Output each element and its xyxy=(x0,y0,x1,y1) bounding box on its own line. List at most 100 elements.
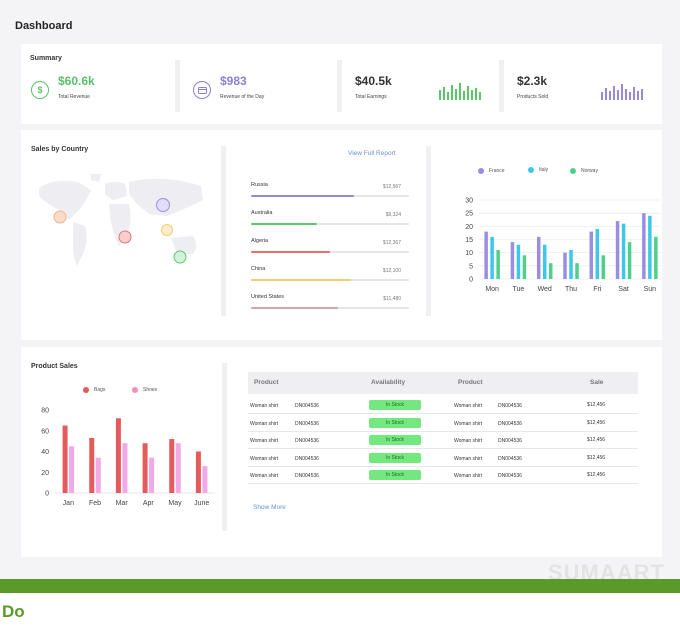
country-row-algeria[interactable]: Algeria $12,367 xyxy=(251,238,409,258)
bar-norway-sun[interactable] xyxy=(654,236,658,279)
progress-track xyxy=(251,223,409,225)
bar-france-thu[interactable] xyxy=(563,252,567,279)
country-row-australia[interactable]: Australia $9,324 xyxy=(251,210,409,230)
bar-shoes-apr[interactable] xyxy=(149,457,155,493)
bar-norway-thu[interactable] xyxy=(575,263,579,279)
bar-shoes-jan[interactable] xyxy=(69,446,75,493)
bar-italy-sat[interactable] xyxy=(621,223,626,279)
cell-code-2: DN004536 xyxy=(498,473,522,479)
cell-code: DN004536 xyxy=(295,420,319,427)
cell-product: Woman shirt xyxy=(250,473,278,479)
stat-total-earnings[interactable]: $40.5k Total Earnings xyxy=(355,70,503,110)
bar-shoes-june[interactable] xyxy=(202,466,208,493)
bar-italy-thu[interactable] xyxy=(569,250,573,279)
legend-norway[interactable]: Norway xyxy=(570,168,598,174)
cell-product: Woman shirt xyxy=(250,438,278,444)
table-row[interactable]: Woman shirt DN004536 In Stock Woman shirt DN… xyxy=(248,415,638,432)
country-value: $12,100 xyxy=(382,268,401,274)
cell-code-2: DN004536 xyxy=(498,438,522,444)
bar-bags-jan[interactable] xyxy=(62,425,68,493)
bar-france-fri[interactable] xyxy=(589,231,594,279)
bar-france-sun[interactable] xyxy=(642,213,646,279)
country-row-united-states[interactable]: United States $11,480 xyxy=(251,294,409,314)
table-row[interactable]: Woman shirt DN004536 In Stock Woman shirt DN… xyxy=(248,450,638,467)
legend-italy[interactable]: Italy xyxy=(528,167,548,173)
legend-label: France xyxy=(489,168,505,174)
view-full-report-link[interactable]: View Full Report xyxy=(348,150,396,157)
divider xyxy=(221,146,226,316)
legend-bags[interactable]: Bags xyxy=(83,387,105,393)
th-product[interactable]: Product xyxy=(254,379,279,386)
stat-label: Revenue of the Day xyxy=(220,94,265,100)
bar-bags-june[interactable] xyxy=(195,451,201,494)
green-banner xyxy=(0,579,680,593)
progress-fill xyxy=(251,251,330,253)
bar-shoes-feb[interactable] xyxy=(95,457,101,493)
cell-product: Woman shirt xyxy=(250,455,278,462)
card-icon xyxy=(193,81,211,99)
th-sale[interactable]: Sale xyxy=(590,379,604,386)
bar-shoes-may[interactable] xyxy=(175,443,181,493)
legend-shoes[interactable]: Shoes xyxy=(132,387,157,393)
bar-shoes-mar[interactable] xyxy=(122,443,128,493)
show-more-link[interactable]: Show More xyxy=(253,504,286,511)
bar-norway-wed[interactable] xyxy=(548,263,553,279)
stat-total-revenue[interactable]: $ $60.6k Total Revenue xyxy=(30,70,180,110)
stat-revenue-day[interactable]: $983 Revenue of the Day xyxy=(192,70,342,110)
y-tick-label: 10 xyxy=(465,250,473,257)
world-map[interactable] xyxy=(33,170,213,280)
bar-italy-mon[interactable] xyxy=(490,236,494,279)
bar-norway-tue[interactable] xyxy=(522,255,527,279)
legend-france[interactable]: France xyxy=(478,168,505,174)
bar-france-sat[interactable] xyxy=(615,221,620,279)
summary-title: Summary xyxy=(30,55,62,62)
table-row[interactable]: Woman shirt DN004536 In Stock Woman shirt DN… xyxy=(248,397,638,414)
bar-italy-fri[interactable] xyxy=(595,228,600,279)
country-row-china[interactable]: China $12,100 xyxy=(251,266,409,286)
bar-bags-mar[interactable] xyxy=(115,418,121,493)
bar-bags-apr[interactable] xyxy=(142,443,148,493)
progress-fill xyxy=(251,195,354,197)
bar-france-wed[interactable] xyxy=(536,236,541,279)
bar-italy-wed[interactable] xyxy=(542,244,547,279)
th-product-2[interactable]: Product xyxy=(458,379,483,386)
bar-france-mon[interactable] xyxy=(484,231,488,279)
bar-italy-sun[interactable] xyxy=(648,215,652,279)
legend-dot xyxy=(83,387,89,393)
bar-norway-sat[interactable] xyxy=(627,242,632,279)
status-badge: In Stock xyxy=(369,452,421,463)
stat-value: $983 xyxy=(220,74,247,88)
stat-label: Total Earnings xyxy=(355,94,387,100)
bar-italy-tue[interactable] xyxy=(516,244,521,279)
cell-code: DN004536 xyxy=(295,473,319,479)
bar-france-tue[interactable] xyxy=(510,242,515,279)
cell-code: DN004536 xyxy=(295,403,319,409)
th-availability[interactable]: Availability xyxy=(371,379,406,386)
y-tick-label: 20 xyxy=(465,224,473,231)
x-tick-label: Mon xyxy=(485,286,499,293)
x-tick-label: Feb xyxy=(89,500,101,507)
summary-card: Summary $ $60.6k Total Revenue $983 Reve… xyxy=(21,44,662,124)
x-tick-label: June xyxy=(194,500,209,507)
bar-norway-fri[interactable] xyxy=(601,255,606,279)
progress-track xyxy=(251,251,409,253)
country-row-russia[interactable]: Russia $12,567 xyxy=(251,182,409,202)
bar-norway-mon[interactable] xyxy=(496,250,500,279)
cell-product-2: Woman shirt xyxy=(454,455,482,462)
bar-bags-feb[interactable] xyxy=(89,438,95,493)
country-name: Russia xyxy=(251,182,268,188)
y-tick-label: 60 xyxy=(41,428,49,435)
table-row[interactable]: Woman shirt DN004536 In Stock Woman shirt DN… xyxy=(248,432,638,449)
stat-products-sold[interactable]: $2.3k Products Sold xyxy=(517,70,657,110)
country-name: Australia xyxy=(251,210,273,216)
bar-bags-may[interactable] xyxy=(169,439,175,493)
cell-product-2: Woman shirt xyxy=(454,403,482,409)
x-tick-label: Apr xyxy=(143,500,155,507)
x-tick-label: Wed xyxy=(538,286,552,293)
y-tick-label: 80 xyxy=(41,408,49,415)
table-row[interactable]: Woman shirt DN004536 In Stock Woman shirt DN… xyxy=(248,467,638,484)
legend-dot xyxy=(132,387,138,393)
cell-product: Woman shirt xyxy=(250,403,278,409)
y-tick-label: 0 xyxy=(45,491,49,498)
y-tick-label: 5 xyxy=(469,263,473,270)
